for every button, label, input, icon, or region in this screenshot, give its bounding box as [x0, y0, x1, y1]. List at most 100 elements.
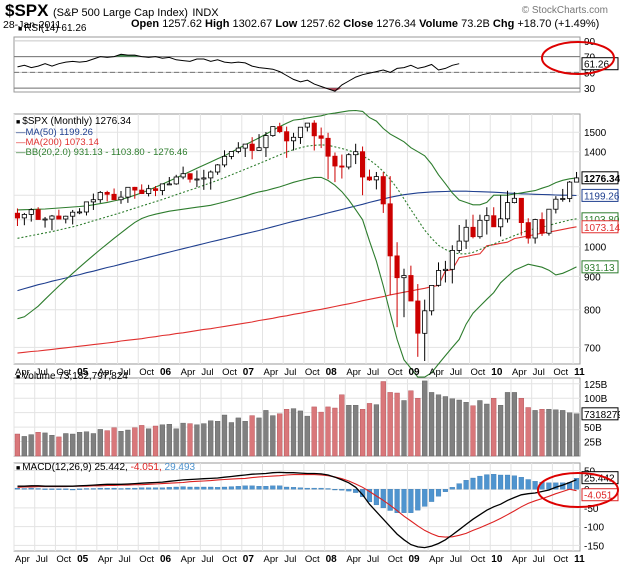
candle-body [63, 215, 69, 220]
volume-bar [139, 425, 145, 457]
macd-x-tick-label: Oct [305, 554, 320, 565]
volume-bar [152, 425, 159, 457]
candle-body [470, 226, 476, 238]
candle-body [394, 255, 400, 279]
macd-histogram-bar [346, 489, 352, 492]
candle-body [339, 165, 345, 168]
volume-bar [518, 398, 524, 457]
candle-body [546, 208, 552, 234]
volume-bar [180, 422, 186, 457]
price-value-tag: 931.13 [581, 260, 619, 274]
volume-bar [380, 381, 386, 457]
volume-bar [484, 403, 490, 457]
volume-bar [394, 392, 400, 457]
volume-tick-label: 100B [584, 394, 608, 405]
macd-histogram-bar [263, 486, 269, 490]
macd-histogram-bar [63, 488, 69, 490]
macd-tick-label: -150 [584, 541, 604, 552]
price-title-value: 1276.34 [95, 116, 132, 127]
volume-bar [387, 392, 393, 457]
quote-stats: Open 1257.62 High 1302.67 Low 1257.62 Cl… [131, 18, 599, 30]
candle-body [146, 188, 152, 194]
macd-histogram-bar [187, 486, 193, 490]
candle-body [553, 198, 559, 210]
volume-value-tag: 7318279 [581, 407, 620, 421]
macd-histogram-bar [380, 489, 386, 509]
macd-histogram-bar [194, 486, 200, 490]
volume-bar [208, 420, 214, 457]
price-series-bb_upper [17, 109, 577, 211]
macd-histogram-bar [118, 488, 124, 490]
volume-bar [325, 406, 331, 457]
candle-body [380, 176, 386, 205]
macd-x-tick-label: 07 [243, 554, 255, 565]
volume-bar [477, 400, 483, 457]
macd-histogram-bar [470, 477, 476, 490]
candle-body [111, 193, 117, 201]
volume-bar [235, 417, 241, 457]
macd-x-tick-label: 10 [491, 554, 503, 565]
candle-body [491, 215, 497, 228]
candle-body [97, 191, 103, 201]
legend-marker: ■ [16, 374, 22, 381]
volume-title-value: 73,182,797,824 [58, 371, 128, 382]
legend-name: MA(50) [26, 127, 60, 138]
symbol: $SPX [5, 1, 49, 20]
volume-bar [14, 433, 21, 457]
price-value-tag: 1199.26 [581, 188, 620, 202]
volume-bar [353, 405, 359, 457]
macd-histogram-bar [166, 487, 172, 490]
macd-signal-tag: -4.051 [581, 488, 619, 502]
macd-histogram-bar [511, 475, 517, 490]
macd-histogram-bar [270, 485, 276, 490]
candle-body [221, 155, 228, 166]
volume-bar [284, 409, 290, 457]
candle-body [83, 201, 90, 213]
rsi-title-value: 61.26 [61, 23, 86, 34]
volume-bar [553, 409, 559, 457]
macd-histogram-bar [435, 489, 442, 497]
candle-body [256, 147, 262, 151]
macd-histogram-bar [498, 474, 504, 490]
candle-body [90, 199, 96, 203]
price-tick-label: 1000 [584, 243, 607, 254]
highlight-ellipse-macd [537, 472, 619, 508]
volume-bar [297, 410, 304, 457]
macd-x-tick-label: Apr [512, 554, 527, 565]
macd-histogram-bar [221, 486, 228, 490]
macd-histogram-bar [77, 488, 83, 490]
volume-bar [166, 424, 172, 457]
macd-histogram-bar [353, 489, 359, 493]
candle-body [332, 155, 338, 167]
macd-x-tick-label: Apr [15, 554, 30, 565]
rsi-overbought-fill [17, 54, 460, 57]
volume-bar [28, 434, 34, 457]
macd-value-tag-label: 25.442 [584, 474, 615, 485]
macd-histogram-bar [546, 482, 552, 490]
price-value-tag: 1073.14 [581, 220, 620, 234]
macd-title: ■ MACD(12,26,9) 25.442, -4.051, 29.493 [16, 462, 196, 473]
stat-label: Volume [419, 18, 459, 30]
price-x-tick-label: Jul [450, 367, 462, 378]
macd-tick-label: -50 [584, 504, 599, 515]
price-tick-label: 1400 [584, 148, 607, 159]
price-value-tag-box [581, 260, 619, 274]
volume-bar [401, 400, 407, 457]
volume-tick-label: 50B [584, 423, 602, 434]
volume-bar [56, 436, 62, 457]
macd-x-tick-label: 09 [408, 554, 420, 565]
macd-histogram-bar [159, 487, 165, 490]
volume-bar [76, 432, 83, 457]
macd-histogram-bar [42, 488, 48, 490]
stat-value: 1257.62 [162, 18, 202, 30]
volume-title: ■ Volume 73,182,797,824 [16, 371, 128, 382]
macd-histogram-bar [90, 488, 96, 490]
candle-body [504, 202, 511, 220]
macd-title-signal: -4.051, [131, 462, 165, 473]
volume-bar [346, 405, 352, 457]
price-x-tick-label: Jul [533, 367, 545, 378]
macd-histogram-bar [429, 489, 435, 502]
candle-body [311, 122, 317, 137]
volume-bar [228, 422, 235, 457]
macd-title-label: MACD(12,26,9) [22, 462, 94, 473]
